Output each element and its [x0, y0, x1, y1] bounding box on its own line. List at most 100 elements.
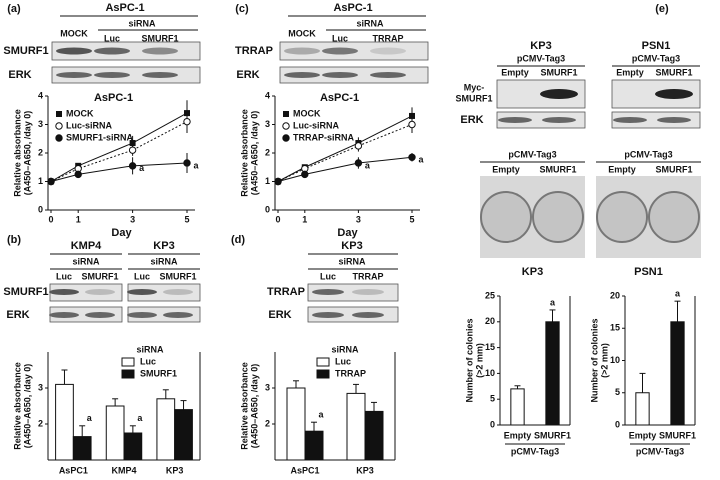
blot-treatment: siRNA [72, 256, 100, 266]
y-tick-label: 0 [615, 419, 620, 429]
legend-swatch [316, 369, 330, 379]
marker [47, 177, 55, 186]
lane-label: Luc [320, 271, 336, 281]
blot-treatment: siRNA [128, 18, 156, 28]
significance: a [137, 413, 143, 423]
marker [354, 159, 363, 167]
blot-band [49, 312, 79, 318]
blot-band [94, 72, 130, 78]
blot-cell: AsPC-1 [105, 2, 144, 14]
bar [635, 392, 650, 426]
y-tick-label: 2 [265, 418, 270, 428]
y-tick-label: 2 [38, 147, 43, 157]
marker [274, 177, 282, 186]
marker [354, 142, 363, 150]
panel-label: (e) [655, 3, 669, 15]
y-axis-label: (A450–A650, /day 0) [249, 364, 259, 449]
significance: a [550, 297, 556, 307]
blot-band [312, 289, 344, 295]
lane-label: Empty [616, 67, 644, 77]
x-tick-label: AsPC1 [290, 465, 319, 475]
legend-marker [283, 111, 289, 117]
blot-row [496, 111, 586, 129]
significance: a [193, 160, 199, 170]
row-label: SMURF1 [455, 93, 492, 103]
plate [596, 191, 648, 243]
lane-label: SMURF1 [539, 164, 576, 174]
panel-label: (a) [7, 3, 21, 15]
bar [670, 321, 685, 426]
x-axis-label: Day [111, 227, 132, 239]
row-label: ERK [268, 309, 291, 321]
y-tick-label: 2 [38, 418, 43, 428]
y-tick-label: 0 [490, 419, 495, 429]
panel-label: (d) [231, 234, 245, 246]
row-label: TRRAP [267, 286, 305, 298]
marker [301, 170, 309, 179]
bar [123, 432, 143, 461]
blot-band [56, 47, 92, 55]
legend-label: TRRAP-siRNA [293, 132, 355, 142]
blot-band [657, 117, 691, 123]
lane-label: Luc [104, 33, 120, 43]
marker [183, 117, 191, 126]
x-tick-label: KMP4 [111, 465, 136, 475]
lane-label: SMURF1 [655, 164, 692, 174]
y-tick-label: 3 [265, 382, 270, 392]
blot-cell: AsPC-1 [333, 2, 372, 14]
plate-cell: KP3 [522, 266, 543, 278]
lane-label: TRRAP [353, 271, 384, 281]
y-axis-label: Relative absorbance [12, 362, 22, 450]
x-tick-label: SMURF1 [534, 430, 571, 440]
legend-label: Luc-siRNA [293, 120, 340, 130]
legend-swatch [316, 357, 330, 367]
blot-band [142, 72, 178, 78]
y-axis-label: (>2 mm) [474, 343, 484, 378]
y-axis-label: Number of colonies [589, 318, 599, 402]
y-tick-label: 4 [38, 90, 43, 100]
legend-label: TRRAP [335, 368, 366, 378]
bar [156, 398, 176, 461]
y-tick-label: 20 [485, 316, 495, 326]
y-tick-label: 1 [38, 176, 43, 186]
blot-band [284, 72, 320, 78]
lane-label: SMURF1 [540, 67, 577, 77]
marker [128, 146, 137, 154]
blot-band [127, 312, 157, 318]
blot-band [352, 289, 384, 295]
series-line [277, 115, 413, 182]
x-tick-label: KP3 [166, 465, 184, 475]
y-tick-label: 20 [610, 290, 620, 300]
marker [129, 140, 136, 147]
x-axis-label: Day [337, 227, 358, 239]
y-axis-label: Relative absorbance [239, 362, 249, 450]
legend-label: MOCK [66, 108, 94, 118]
lane-label: Empty [501, 67, 529, 77]
series-line [50, 112, 188, 182]
lane-label: SMURF1 [655, 67, 692, 77]
legend-label: MOCK [293, 108, 321, 118]
row-label: Myc- [464, 82, 485, 92]
marker [408, 120, 416, 129]
y-tick-label: 15 [485, 342, 495, 352]
x-tick-label: 5 [184, 214, 189, 224]
significance: a [418, 155, 424, 165]
blot-band [370, 47, 406, 55]
x-tick-label: 5 [409, 214, 414, 224]
y-axis-label: Number of colonies [464, 318, 474, 402]
x-tick-label: 3 [356, 214, 361, 224]
y-tick-label: 25 [485, 290, 495, 300]
x-tick-label: Empty [504, 430, 532, 440]
blot-cell: KP3 [153, 240, 174, 252]
x-axis-label: pCMV-Tag3 [636, 446, 684, 456]
legend-swatch [121, 357, 135, 367]
bar [105, 405, 125, 461]
series-line [277, 124, 413, 182]
plate-vector: pCMV-Tag3 [508, 149, 556, 159]
y-tick-label: 0 [265, 204, 270, 214]
blot-band [655, 89, 693, 99]
plate [532, 191, 584, 243]
x-tick-label: SMURF1 [659, 430, 696, 440]
y-tick-label: 15 [610, 323, 620, 333]
